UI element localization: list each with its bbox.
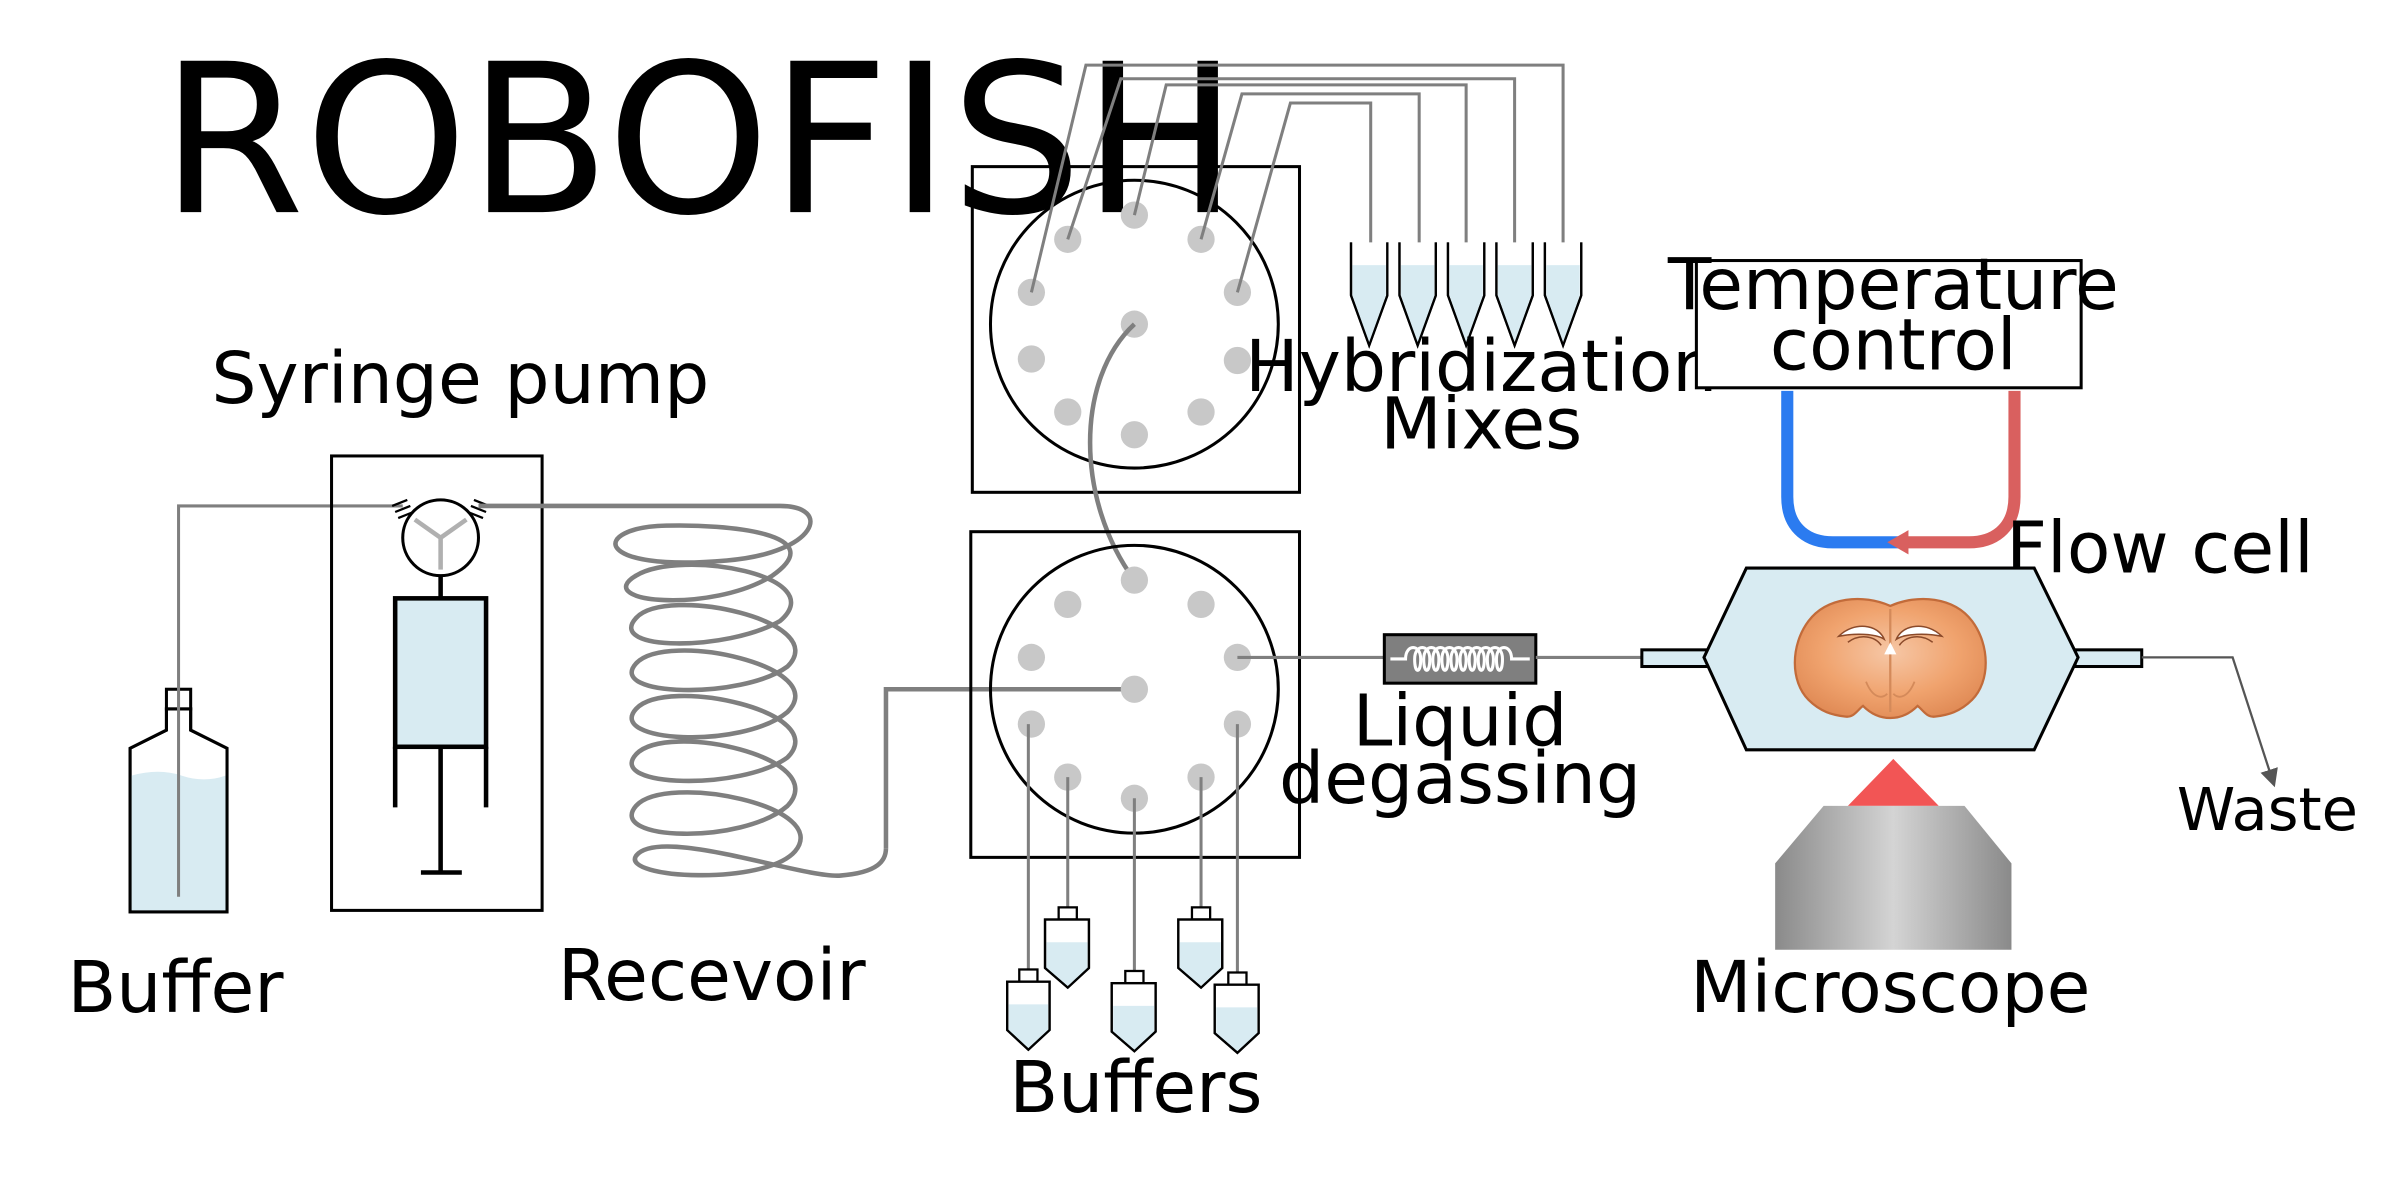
tissue-section xyxy=(1793,597,1987,720)
buffer-label: Buffer xyxy=(67,946,284,1029)
buffer-lines xyxy=(1026,724,1239,993)
liquid-degassing-label-line1: Liquid xyxy=(1353,679,1568,762)
waste-tube xyxy=(2141,656,2278,788)
flow-cell-label: Flow cell xyxy=(2006,507,2314,590)
microscope-objective-tip xyxy=(1847,758,1939,806)
microscope xyxy=(1775,758,2012,950)
temperature-control-label-line2: control xyxy=(1770,304,2017,387)
microscope-label: Microscope xyxy=(1690,946,2090,1029)
hybridization-label-line2: Mixes xyxy=(1380,382,1582,465)
reservoir-label: Recevoir xyxy=(558,934,866,1017)
page-title: ROBOFISH xyxy=(160,19,1238,261)
hot-line xyxy=(1905,390,2021,549)
liquid-degassing-label-line2: degassing xyxy=(1279,737,1641,820)
liquid-degasser xyxy=(1382,633,1538,685)
hybridization-label-line1: Hybridization xyxy=(1245,325,1717,408)
temperature-control-box xyxy=(1694,259,2083,390)
temperature-control-label-line1: Temperature xyxy=(1667,243,2119,326)
waste-label: Waste xyxy=(2177,775,2358,844)
return-arrow-icon xyxy=(1887,530,1909,555)
valve-connector xyxy=(1087,322,1137,582)
lower-valve-ports xyxy=(1017,566,1252,812)
cold-line xyxy=(1781,390,1901,549)
reservoir-coil xyxy=(478,503,1130,878)
syringe-pump xyxy=(330,454,544,912)
syringe-pump-label: Syringe pump xyxy=(211,337,709,420)
flow-cell xyxy=(1640,566,2144,752)
buffer-vials xyxy=(1006,906,1260,1055)
hybridization-lines xyxy=(1029,63,1565,331)
buffers-label: Buffers xyxy=(1009,1046,1262,1129)
hybridization-tubes xyxy=(1349,242,1583,349)
buffer-tube xyxy=(177,504,403,897)
